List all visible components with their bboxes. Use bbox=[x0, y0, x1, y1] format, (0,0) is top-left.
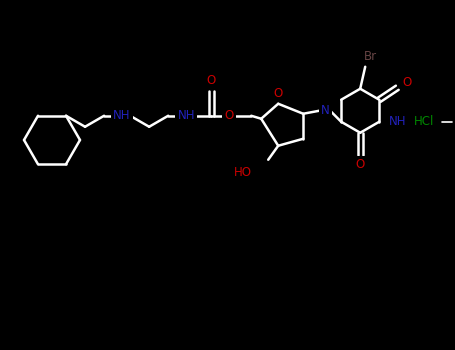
Text: O: O bbox=[356, 158, 365, 171]
Text: HO: HO bbox=[234, 166, 252, 179]
Text: HCl: HCl bbox=[414, 115, 435, 128]
Text: NH: NH bbox=[389, 115, 407, 128]
Text: NH: NH bbox=[177, 109, 195, 122]
Text: O: O bbox=[207, 74, 216, 87]
Text: O: O bbox=[403, 76, 412, 89]
Text: N: N bbox=[321, 104, 329, 117]
Text: N: N bbox=[321, 104, 329, 117]
Text: O: O bbox=[273, 87, 283, 100]
Text: NH: NH bbox=[113, 109, 131, 122]
Text: O: O bbox=[225, 109, 234, 122]
Text: Br: Br bbox=[364, 50, 377, 63]
